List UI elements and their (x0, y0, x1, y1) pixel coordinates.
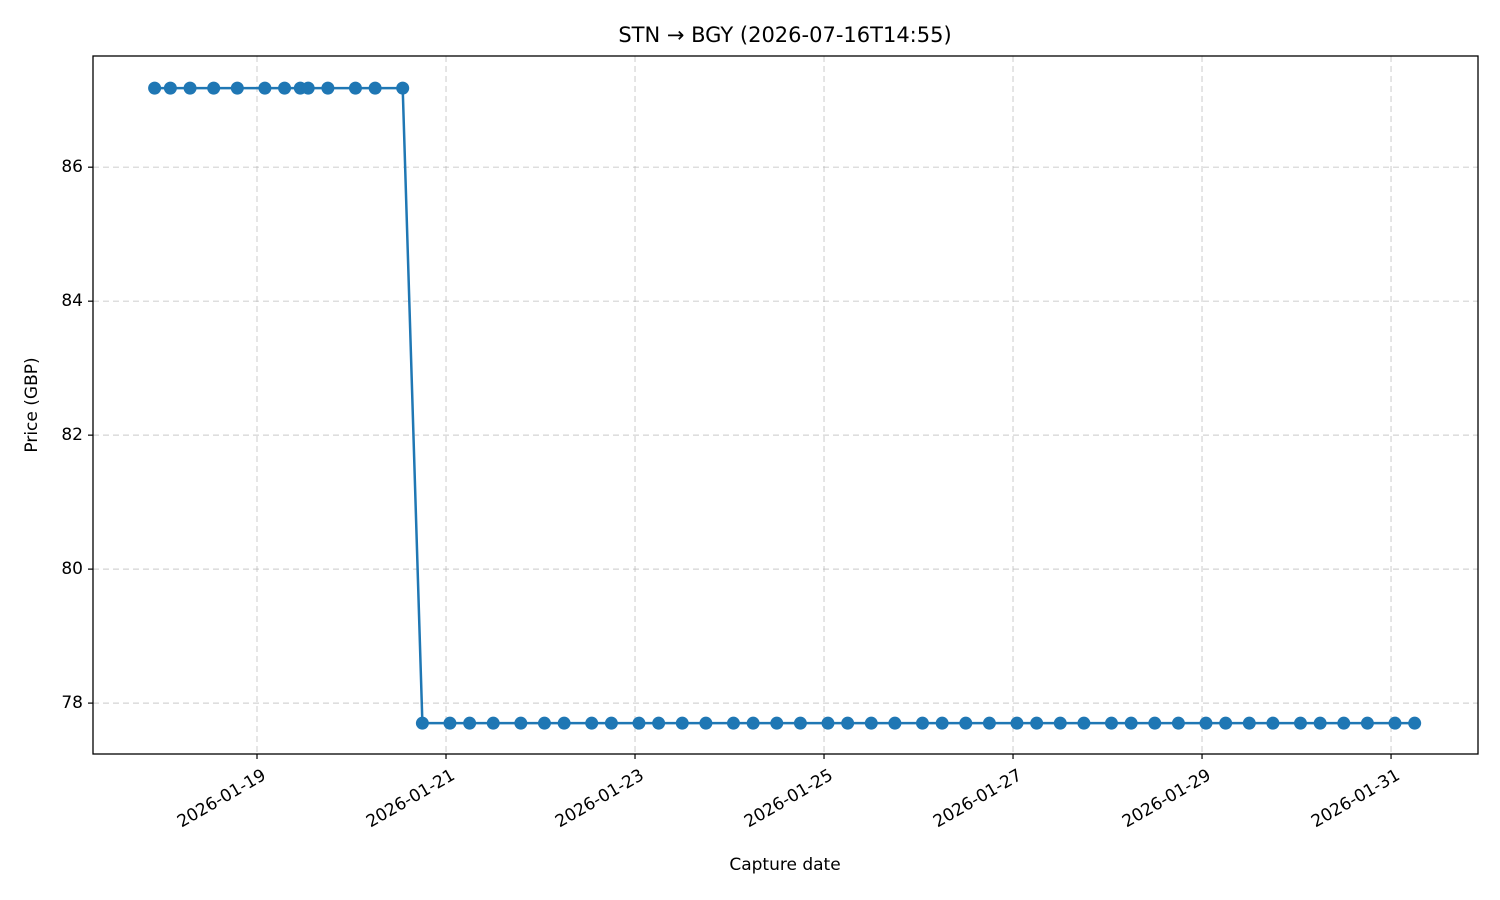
line (154, 86, 1415, 725)
y-tick-label: 84 (61, 291, 83, 311)
point (888, 716, 902, 730)
point (230, 81, 244, 95)
point (1337, 716, 1351, 730)
point (1030, 716, 1044, 730)
y-tick-label: 78 (61, 693, 83, 713)
point (675, 716, 689, 730)
point (1360, 716, 1374, 730)
point (207, 81, 221, 95)
point (348, 81, 362, 95)
point (396, 81, 410, 95)
point (463, 716, 477, 730)
x-tick-label: 2026-01-25 (741, 765, 837, 832)
y-tick-label: 86 (61, 157, 83, 177)
x-tick-label: 2026-01-19 (174, 765, 270, 832)
point (1148, 716, 1162, 730)
point (1199, 716, 1213, 730)
point (278, 81, 292, 95)
point (557, 716, 571, 730)
point (148, 81, 162, 95)
x-tick-label: 2026-01-23 (552, 765, 648, 832)
point (604, 716, 618, 730)
point (1219, 716, 1233, 730)
point (1266, 716, 1280, 730)
point (537, 716, 551, 730)
point (841, 716, 855, 730)
point (1124, 716, 1138, 730)
point (321, 81, 335, 95)
point (746, 716, 760, 730)
point (514, 716, 528, 730)
chart-title: STN → BGY (2026-07-16T14:55) (618, 23, 951, 47)
point (163, 81, 177, 95)
x-axis-label: Capture date (729, 855, 840, 875)
point (632, 716, 646, 730)
point (585, 716, 599, 730)
y-tick-label: 82 (61, 425, 83, 445)
point (1313, 716, 1327, 730)
point (443, 716, 457, 730)
point (1104, 716, 1118, 730)
point (486, 716, 500, 730)
point (726, 716, 740, 730)
point (1408, 716, 1422, 730)
point (915, 716, 929, 730)
point (183, 81, 197, 95)
x-tick-label: 2026-01-21 (363, 765, 459, 832)
point (258, 81, 272, 95)
point (770, 716, 784, 730)
x-tick-label: 2026-01-31 (1308, 765, 1404, 832)
point (368, 81, 382, 95)
point (1053, 716, 1067, 730)
x-tick-label: 2026-01-29 (1119, 765, 1215, 832)
point (1242, 716, 1256, 730)
point (793, 716, 807, 730)
plot-frame (92, 55, 1479, 755)
y-tick-label: 80 (61, 559, 83, 579)
point (1171, 716, 1185, 730)
point (1010, 716, 1024, 730)
point (935, 716, 949, 730)
point (864, 716, 878, 730)
point (652, 716, 666, 730)
point (1293, 716, 1307, 730)
point (301, 81, 315, 95)
x-tick-label: 2026-01-27 (930, 765, 1026, 832)
point (415, 716, 429, 730)
point (1077, 716, 1091, 730)
point (699, 716, 713, 730)
point (821, 716, 835, 730)
point (982, 716, 996, 730)
y-axis-label: Price (GBP) (22, 357, 42, 452)
point (959, 716, 973, 730)
point (1388, 716, 1402, 730)
